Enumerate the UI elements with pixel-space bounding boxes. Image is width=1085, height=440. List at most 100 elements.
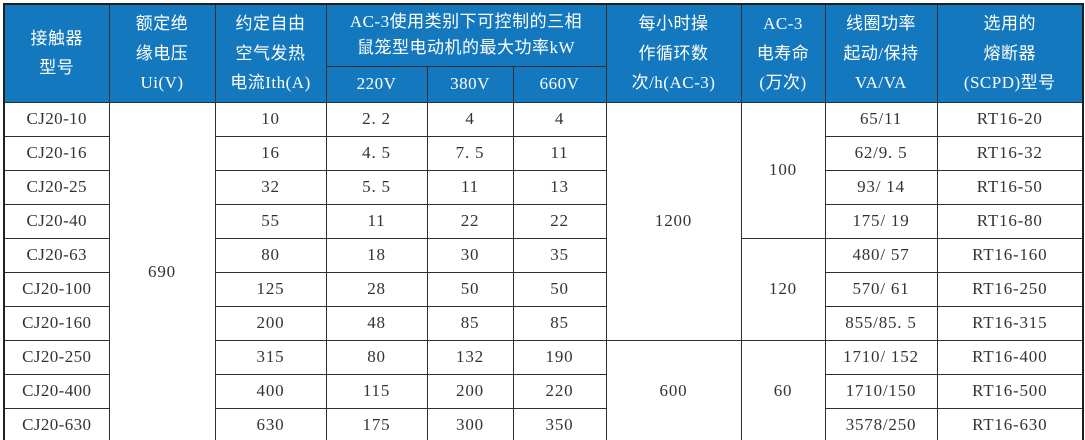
header-row-top: 接触器 型号 额定绝 缘电压 Ui(V) 约定自由 空气发热 电流Ith(A) … bbox=[3, 3, 1084, 103]
cell-power-380v: 7. 5 bbox=[426, 135, 514, 171]
cell-model: CJ20-25 bbox=[3, 169, 110, 205]
header-electrical-life: AC-3 电寿命 (万次) bbox=[740, 3, 826, 103]
cell-thermal-current: 125 bbox=[214, 271, 327, 307]
table-row: CJ20-250 315 80 132 190 600 60 1710/ 152 RT16-40… bbox=[3, 339, 1084, 440]
contactor-spec-table: 接触器 型号 额定绝 缘电压 Ui(V) 约定自由 空气发热 电流Ith(A) … bbox=[3, 3, 1084, 440]
cell-coil-power: 570/ 61 bbox=[824, 271, 938, 307]
cell-coil-power: 3578/250 bbox=[824, 407, 938, 440]
cell-coil-power: 175/ 19 bbox=[824, 203, 938, 239]
cell-fuse-type: RT16-400 bbox=[936, 339, 1084, 375]
cell-thermal-current: 32 bbox=[214, 169, 327, 205]
table-row: CJ20-100 125 28 50 50 570/ 61 RT16-250 bbox=[3, 271, 1084, 307]
header-voltage-660v: 660V bbox=[512, 65, 607, 103]
cell-power-220v: 5. 5 bbox=[325, 169, 428, 205]
cell-model: CJ20-630 bbox=[3, 407, 110, 440]
cell-power-380v: 200 bbox=[426, 373, 514, 409]
cell-power-660v: 50 bbox=[512, 271, 607, 307]
cell-operating-cycles: 1200 bbox=[605, 101, 742, 341]
cell-model: CJ20-40 bbox=[3, 203, 110, 239]
table-row: CJ20-400 400 115 200 220 1710/150 RT16-500 bbox=[3, 373, 1084, 409]
cell-coil-power: 65/11 bbox=[824, 101, 938, 137]
cell-fuse-type: RT16-250 bbox=[936, 271, 1084, 307]
cell-model: CJ20-100 bbox=[3, 271, 110, 307]
table-row: CJ20-160 200 48 85 85 855/85. 5 RT16-315 bbox=[3, 305, 1084, 341]
header-ac3-max-power: AC-3使用类别下可控制的三相 鼠笼型电动机的最大功率kW bbox=[325, 3, 607, 67]
cell-model: CJ20-63 bbox=[3, 237, 110, 273]
cell-power-220v: 80 bbox=[325, 339, 428, 375]
cell-thermal-current: 315 bbox=[214, 339, 327, 375]
cell-power-380v: 22 bbox=[426, 203, 514, 239]
table-row: CJ20-10 690 10 2. 2 4 4 1200 100 65/11 RT16-20 bbox=[3, 101, 1084, 440]
cell-fuse-type: RT16-315 bbox=[936, 305, 1084, 341]
cell-fuse-type: RT16-500 bbox=[936, 373, 1084, 409]
table-body: CJ20-10 690 10 2. 2 4 4 1200 100 65/11 RT16-20 CJ2… bbox=[3, 101, 1084, 440]
cell-insulation-voltage: 690 bbox=[108, 101, 216, 440]
cell-power-220v: 11 bbox=[325, 203, 428, 239]
table-row: CJ20-63 80 18 30 35 120 480/ 57 RT16-160 bbox=[3, 237, 1084, 341]
cell-electrical-life: 60 bbox=[740, 339, 826, 440]
cell-power-660v: 85 bbox=[512, 305, 607, 341]
cell-power-220v: 48 bbox=[325, 305, 428, 341]
cell-model: CJ20-160 bbox=[3, 305, 110, 341]
cell-fuse-type: RT16-20 bbox=[936, 101, 1084, 137]
cell-power-380v: 50 bbox=[426, 271, 514, 307]
cell-power-220v: 4. 5 bbox=[325, 135, 428, 171]
header-fuse-type: 选用的 熔断器 (SCPD)型号 bbox=[936, 3, 1084, 103]
cell-model: CJ20-10 bbox=[3, 101, 110, 137]
header-row-voltages: 220V 380V 660V bbox=[4, 65, 1083, 103]
table-header: 接触器 型号 额定绝 缘电压 Ui(V) 约定自由 空气发热 电流Ith(A) … bbox=[3, 3, 1084, 103]
cell-power-660v: 13 bbox=[512, 169, 607, 205]
cell-power-660v: 4 bbox=[512, 101, 607, 137]
cell-operating-cycles: 600 bbox=[605, 339, 742, 440]
cell-thermal-current: 200 bbox=[214, 305, 327, 341]
table-row: CJ20-40 55 11 22 22 175/ 19 RT16-80 bbox=[3, 203, 1084, 239]
cell-power-660v: 35 bbox=[512, 237, 607, 273]
cell-coil-power: 1710/150 bbox=[824, 373, 938, 409]
cell-power-380v: 4 bbox=[426, 101, 514, 137]
cell-coil-power: 1710/ 152 bbox=[824, 339, 938, 375]
cell-power-660v: 220 bbox=[512, 373, 607, 409]
table-row: CJ20-630 630 175 300 350 3578/250 RT16-630 bbox=[3, 407, 1084, 440]
cell-power-220v: 115 bbox=[325, 373, 428, 409]
cell-power-660v: 350 bbox=[512, 407, 607, 440]
header-thermal-current: 约定自由 空气发热 电流Ith(A) bbox=[214, 3, 327, 103]
header-coil-power: 线圈功率 起动/保持 VA/VA bbox=[824, 3, 938, 103]
cell-coil-power: 93/ 14 bbox=[824, 169, 938, 205]
cell-fuse-type: RT16-32 bbox=[936, 135, 1084, 171]
cell-power-380v: 300 bbox=[426, 407, 514, 440]
header-contactor-model: 接触器 型号 bbox=[3, 3, 110, 103]
cell-thermal-current: 55 bbox=[214, 203, 327, 239]
cell-thermal-current: 16 bbox=[214, 135, 327, 171]
cell-fuse-type: RT16-80 bbox=[936, 203, 1084, 239]
table-row: CJ20-25 32 5. 5 11 13 93/ 14 RT16-50 bbox=[3, 169, 1084, 205]
header-insulation-voltage: 额定绝 缘电压 Ui(V) bbox=[108, 3, 216, 103]
cell-thermal-current: 80 bbox=[214, 237, 327, 273]
cell-fuse-type: RT16-630 bbox=[936, 407, 1084, 440]
cell-model: CJ20-250 bbox=[3, 339, 110, 375]
cell-electrical-life: 120 bbox=[740, 237, 826, 341]
cell-coil-power: 855/85. 5 bbox=[824, 305, 938, 341]
cell-power-220v: 175 bbox=[325, 407, 428, 440]
cell-model: CJ20-400 bbox=[3, 373, 110, 409]
header-voltage-380v: 380V bbox=[426, 65, 514, 103]
cell-thermal-current: 10 bbox=[214, 101, 327, 137]
cell-power-380v: 11 bbox=[426, 169, 514, 205]
cell-model: CJ20-16 bbox=[3, 135, 110, 171]
cell-power-660v: 22 bbox=[512, 203, 607, 239]
header-voltage-220v: 220V bbox=[325, 65, 428, 103]
cell-coil-power: 480/ 57 bbox=[824, 237, 938, 273]
cell-electrical-life: 100 bbox=[740, 101, 826, 239]
table-row: CJ20-16 16 4. 5 7. 5 11 62/9. 5 RT16-32 bbox=[3, 135, 1084, 171]
cell-thermal-current: 400 bbox=[214, 373, 327, 409]
header-operating-cycles: 每小时操 作循环数 次/h(AC-3) bbox=[605, 3, 742, 103]
cell-coil-power: 62/9. 5 bbox=[824, 135, 938, 171]
cell-power-220v: 28 bbox=[325, 271, 428, 307]
cell-power-220v: 2. 2 bbox=[325, 101, 428, 137]
cell-thermal-current: 630 bbox=[214, 407, 327, 440]
cell-power-380v: 85 bbox=[426, 305, 514, 341]
cell-power-660v: 190 bbox=[512, 339, 607, 375]
cell-power-380v: 30 bbox=[426, 237, 514, 273]
cell-power-660v: 11 bbox=[512, 135, 607, 171]
cell-power-380v: 132 bbox=[426, 339, 514, 375]
cell-power-220v: 18 bbox=[325, 237, 428, 273]
